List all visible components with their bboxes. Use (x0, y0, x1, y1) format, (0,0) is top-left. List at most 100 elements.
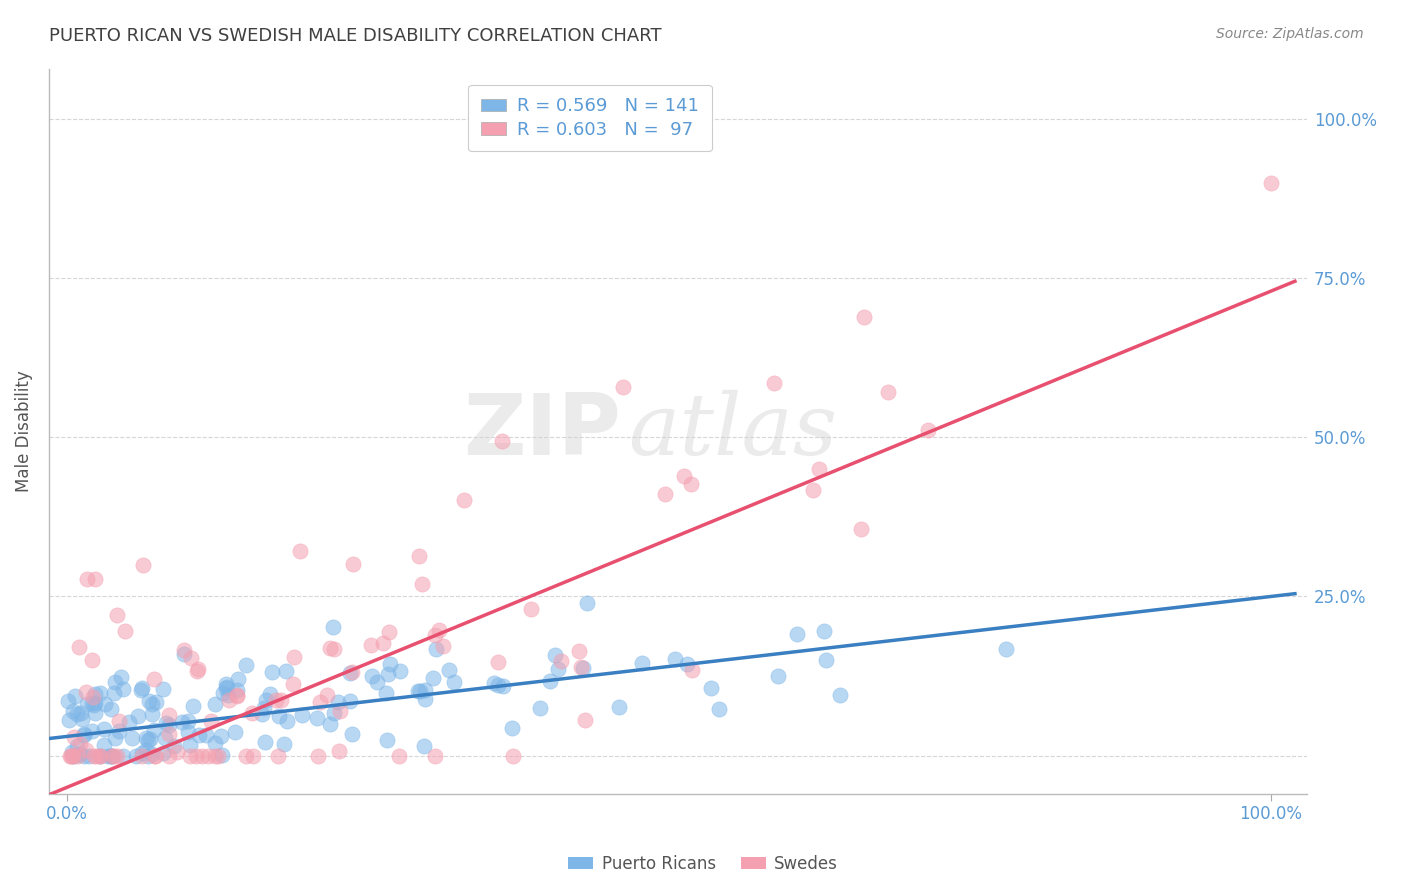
Swedes (107, 714, 129, 728)
Puerto Ricans (631, 656, 654, 670)
Swedes (323, 641, 346, 656)
Puerto Ricans (486, 678, 509, 692)
Swedes (242, 748, 264, 763)
Swedes (491, 434, 513, 448)
Puerto Ricans (152, 746, 174, 760)
Swedes (681, 663, 703, 677)
Puerto Ricans (93, 738, 115, 752)
Puerto Ricans (93, 722, 115, 736)
Swedes (200, 714, 222, 728)
Puerto Ricans (375, 732, 398, 747)
Puerto Ricans (70, 712, 93, 726)
Puerto Ricans (254, 692, 277, 706)
Puerto Ricans (267, 708, 290, 723)
Puerto Ricans (135, 742, 157, 756)
Puerto Ricans (73, 729, 96, 743)
Swedes (218, 693, 240, 707)
Puerto Ricans (173, 647, 195, 661)
Swedes (486, 656, 509, 670)
Puerto Ricans (204, 735, 226, 749)
Puerto Ricans (253, 735, 276, 749)
Swedes (423, 628, 446, 642)
Swedes (411, 576, 433, 591)
Puerto Ricans (76, 697, 98, 711)
Puerto Ricans (547, 662, 569, 676)
Swedes (60, 748, 83, 763)
Swedes (568, 644, 591, 658)
Legend: R = 0.569   N = 141, R = 0.603   N =  97: R = 0.569 N = 141, R = 0.603 N = 97 (468, 85, 711, 152)
Puerto Ricans (482, 676, 505, 690)
Puerto Ricans (664, 652, 686, 666)
Puerto Ricans (413, 739, 436, 754)
Swedes (328, 744, 350, 758)
Puerto Ricans (66, 707, 89, 722)
Puerto Ricans (155, 715, 177, 730)
Swedes (316, 688, 339, 702)
Puerto Ricans (217, 681, 239, 695)
Puerto Ricans (700, 681, 723, 695)
Swedes (82, 690, 104, 704)
Swedes (453, 493, 475, 508)
Puerto Ricans (375, 686, 398, 700)
Puerto Ricans (73, 727, 96, 741)
Swedes (166, 745, 188, 759)
Puerto Ricans (94, 697, 117, 711)
Puerto Ricans (366, 675, 388, 690)
Swedes (89, 748, 111, 763)
Puerto Ricans (291, 708, 314, 723)
Swedes (103, 748, 125, 763)
Swedes (408, 549, 430, 563)
Swedes (226, 689, 249, 703)
Swedes (157, 727, 180, 741)
Swedes (143, 748, 166, 763)
Puerto Ricans (209, 729, 232, 743)
Swedes (180, 650, 202, 665)
Swedes (574, 713, 596, 727)
Puerto Ricans (217, 689, 239, 703)
Puerto Ricans (253, 701, 276, 715)
Puerto Ricans (179, 738, 201, 752)
Puerto Ricans (709, 702, 731, 716)
Puerto Ricans (235, 657, 257, 672)
Swedes (107, 607, 129, 622)
Puerto Ricans (188, 728, 211, 742)
Swedes (270, 693, 292, 707)
Swedes (807, 461, 830, 475)
Puerto Ricans (66, 739, 89, 753)
Puerto Ricans (766, 669, 789, 683)
Puerto Ricans (413, 682, 436, 697)
Puerto Ricans (676, 657, 699, 671)
Puerto Ricans (422, 672, 444, 686)
Puerto Ricans (141, 697, 163, 711)
Puerto Ricans (214, 681, 236, 695)
Swedes (59, 748, 82, 763)
Puerto Ricans (58, 694, 80, 708)
Puerto Ricans (80, 696, 103, 710)
Puerto Ricans (121, 731, 143, 746)
Swedes (569, 660, 592, 674)
Puerto Ricans (609, 700, 631, 714)
Swedes (342, 557, 364, 571)
Puerto Ricans (538, 674, 561, 689)
Swedes (131, 748, 153, 763)
Puerto Ricans (995, 642, 1018, 657)
Puerto Ricans (112, 748, 135, 763)
Swedes (157, 708, 180, 723)
Puerto Ricans (425, 641, 447, 656)
Text: Source: ZipAtlas.com: Source: ZipAtlas.com (1216, 27, 1364, 41)
Puerto Ricans (112, 681, 135, 696)
Swedes (157, 748, 180, 763)
Puerto Ricans (141, 747, 163, 761)
Puerto Ricans (136, 748, 159, 763)
Puerto Ricans (380, 657, 402, 671)
Puerto Ricans (276, 714, 298, 728)
Swedes (179, 748, 201, 763)
Swedes (502, 748, 524, 763)
Puerto Ricans (572, 661, 595, 675)
Puerto Ricans (830, 688, 852, 702)
Swedes (207, 748, 229, 763)
Swedes (204, 748, 226, 763)
Swedes (290, 544, 312, 558)
Puerto Ricans (138, 694, 160, 708)
Text: PUERTO RICAN VS SWEDISH MALE DISABILITY CORRELATION CHART: PUERTO RICAN VS SWEDISH MALE DISABILITY … (49, 27, 662, 45)
